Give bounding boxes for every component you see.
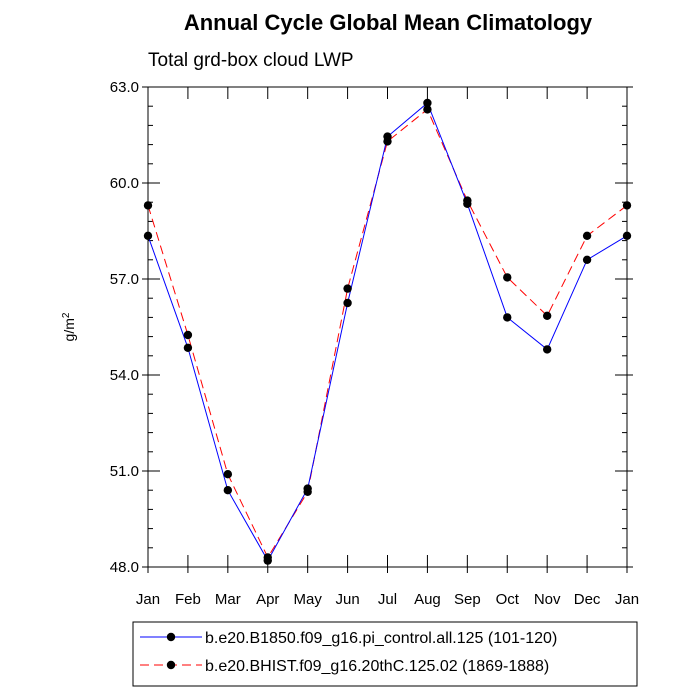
data-point <box>143 201 153 210</box>
legend-marker <box>166 660 176 670</box>
data-point <box>383 137 392 146</box>
data-point <box>582 231 592 240</box>
data-point <box>343 284 352 293</box>
series-layer <box>143 98 632 565</box>
x-tick-label: Apr <box>256 591 279 608</box>
x-tick-label: Oct <box>496 591 520 608</box>
y-axis: 48.0 51.0 54.0 57.0 60.0 63.0 <box>110 79 633 576</box>
legend-label: b.e20.B1850.f09_g16.pi_control.all.125 (… <box>205 630 557 647</box>
data-point <box>622 201 632 210</box>
legend-box <box>132 621 638 687</box>
data-point <box>423 98 432 108</box>
data-point <box>183 343 193 352</box>
data-point <box>183 330 193 340</box>
x-tick-label: Jan <box>136 591 160 608</box>
legend-marker <box>166 632 176 642</box>
data-point <box>303 487 312 496</box>
x-tick-label: Jan <box>615 591 639 608</box>
x-tick-label: Dec <box>574 591 601 608</box>
data-point <box>622 231 632 240</box>
x-tick-label: May <box>293 591 322 608</box>
data-point <box>423 105 432 114</box>
y-tick-label: 63.0 <box>110 79 139 96</box>
chart-title: Annual Cycle Global Mean Climatology <box>184 10 593 35</box>
plot-frame <box>147 86 628 568</box>
data-point <box>542 345 552 354</box>
data-point <box>503 313 512 322</box>
x-tick-label: Mar <box>215 591 241 608</box>
legend: b.e20.B1850.f09_g16.pi_control.all.125 (… <box>140 630 557 675</box>
data-point <box>143 231 153 240</box>
x-tick-label: Nov <box>534 591 561 608</box>
x-tick-label: Feb <box>175 591 201 608</box>
data-point <box>263 553 272 562</box>
x-axis: Jan Feb Mar Apr May Jun Jul Aug Sep Oct Nov Dec Jan <box>136 87 639 608</box>
y-tick-label: 48.0 <box>110 559 139 576</box>
data-point <box>463 196 472 205</box>
x-tick-label: Jul <box>378 591 397 608</box>
y-axis-label-base: g/m <box>61 318 77 341</box>
y-tick-label: 51.0 <box>110 463 139 480</box>
chart-subtitle: Total grd-box cloud LWP <box>148 50 354 71</box>
data-point <box>582 255 592 264</box>
y-axis-label-superscript: 2 <box>61 312 72 318</box>
legend-label: b.e20.BHIST.f09_g16.20thC.125.02 (1869-1… <box>205 658 549 675</box>
x-tick-label: Sep <box>454 591 481 608</box>
y-tick-label: 60.0 <box>110 175 139 192</box>
data-point <box>223 470 233 479</box>
y-tick-label: 54.0 <box>110 367 139 384</box>
y-tick-label: 57.0 <box>110 271 139 288</box>
data-point <box>503 273 512 282</box>
data-point <box>343 298 352 308</box>
series-line <box>147 108 628 559</box>
x-tick-label: Jun <box>335 591 359 608</box>
series-line <box>147 102 628 562</box>
data-point <box>542 311 552 320</box>
x-tick-label: Aug <box>414 591 441 608</box>
data-point <box>223 486 233 495</box>
y-axis-label: g/m2 <box>61 312 77 341</box>
